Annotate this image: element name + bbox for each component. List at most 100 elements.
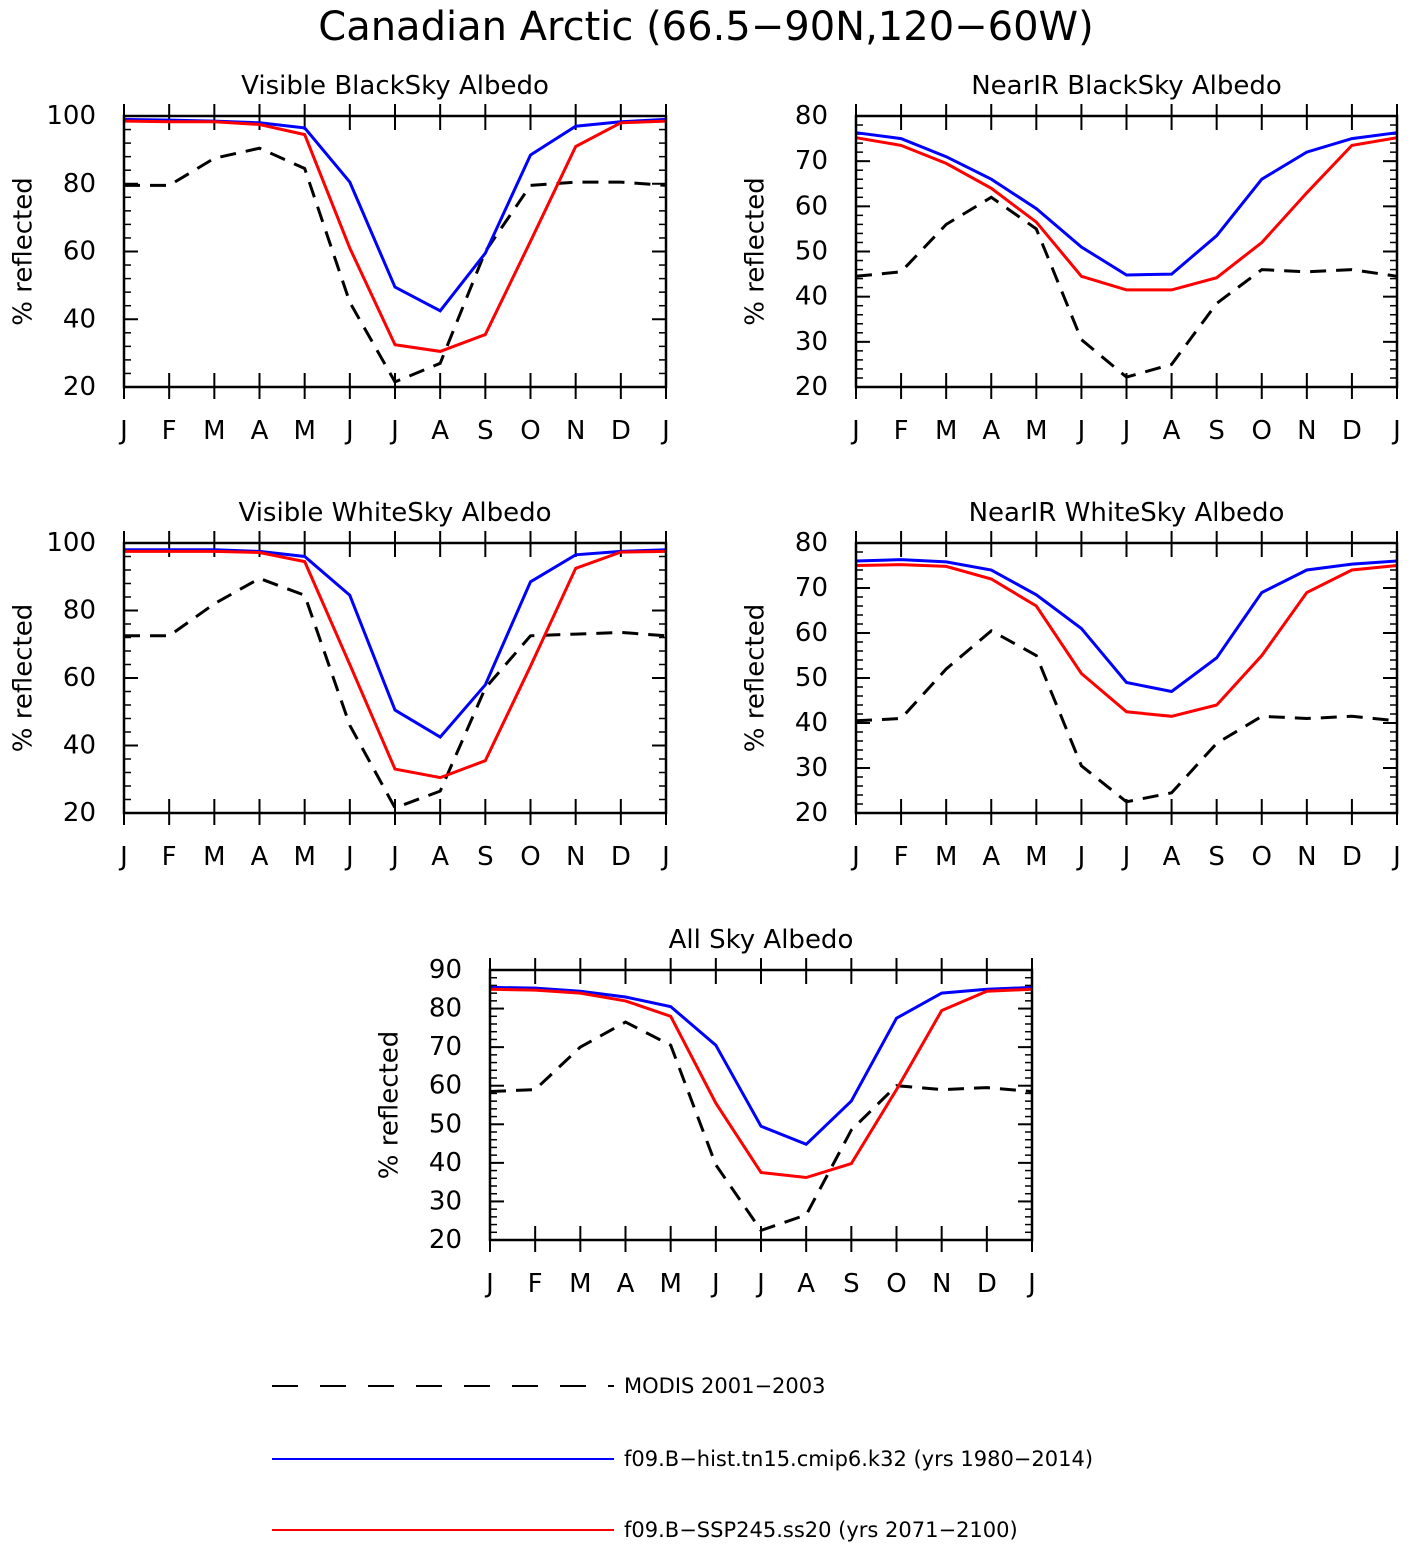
x-tick-label: A <box>982 416 1000 446</box>
x-tick-label: F <box>162 416 177 446</box>
series-line-modis <box>855 628 1398 804</box>
y-tick-label: 60 <box>63 237 96 267</box>
y-tick-label: 70 <box>429 1032 462 1062</box>
series-line-hist <box>855 131 1398 277</box>
x-tick-label: J <box>660 842 670 872</box>
x-tick-label: M <box>1025 842 1047 872</box>
x-tick-label: D <box>611 416 631 446</box>
y-tick-label: 30 <box>795 327 828 357</box>
x-tick-label: S <box>1208 416 1225 446</box>
y-tick-label: 20 <box>795 372 828 402</box>
y-axis-label: % reflected <box>741 604 771 752</box>
y-axis-label: % reflected <box>9 177 39 325</box>
x-tick-label: O <box>520 416 540 446</box>
plot-frame <box>122 541 668 815</box>
y-tick-label: 40 <box>63 304 96 334</box>
y-tick-label: 40 <box>63 731 96 761</box>
x-tick-label: S <box>1208 842 1225 872</box>
y-axis-label: % reflected <box>9 604 39 752</box>
x-tick-label: F <box>894 842 909 872</box>
x-tick-label: J <box>660 416 670 446</box>
y-tick-label: 100 <box>46 101 96 131</box>
plot-frame <box>854 541 1399 815</box>
chart-panels: Visible BlackSky Albedo % reflected 20 40 60… <box>9 71 1401 1299</box>
x-tick-label: M <box>935 416 957 446</box>
series-line-modis <box>489 1020 1033 1233</box>
x-tick-label: J <box>710 1269 720 1299</box>
chart-panel: Visible WhiteSky Albedo % reflected 20 40 60… <box>9 498 670 872</box>
x-tick-label: O <box>1252 842 1272 872</box>
series-line-ssp <box>855 563 1398 718</box>
x-tick-label: O <box>1252 416 1272 446</box>
x-tick-label: A <box>982 842 1000 872</box>
x-tick-label: F <box>162 842 177 872</box>
plot-frame <box>488 968 1034 1242</box>
panel-title: NearIR WhiteSky Albedo <box>969 498 1285 528</box>
panel-title: Visible WhiteSky Albedo <box>238 498 551 528</box>
x-tick-label: F <box>894 416 909 446</box>
y-tick-label: 50 <box>795 237 828 267</box>
x-tick-label: J <box>850 416 860 446</box>
y-tick-label: 60 <box>63 663 96 693</box>
y-tick-label: 80 <box>795 528 828 558</box>
y-axis-label: % reflected <box>375 1031 405 1179</box>
x-tick-label: N <box>1297 416 1316 446</box>
x-tick-label: J <box>1076 842 1086 872</box>
series-line-modis <box>124 146 667 384</box>
x-tick-label: S <box>477 842 494 872</box>
chart-panel: NearIR BlackSky Albedo % reflected 20 30 40 5… <box>741 71 1401 446</box>
series-line-ssp <box>124 549 667 780</box>
y-tick-label: 20 <box>63 372 96 402</box>
x-tick-label: D <box>611 842 631 872</box>
series-line-modis <box>855 195 1398 379</box>
y-tick-label: 80 <box>63 169 96 199</box>
x-tick-label: N <box>1297 842 1316 872</box>
x-tick-label: M <box>293 416 315 446</box>
y-tick-label: 80 <box>429 994 462 1024</box>
y-tick-label: 90 <box>429 955 462 985</box>
y-tick-label: 30 <box>795 753 828 783</box>
x-tick-label: N <box>932 1269 951 1299</box>
legend: MODIS 2001−2003 f09.B−hist.tn15.cmip6.k32… <box>272 1374 1093 1542</box>
x-tick-label: J <box>484 1269 494 1299</box>
x-tick-label: D <box>1342 842 1362 872</box>
chart-panel: NearIR WhiteSky Albedo % reflected 20 30 40 5… <box>741 498 1401 872</box>
y-tick-label: 30 <box>429 1186 462 1216</box>
x-tick-label: O <box>520 842 540 872</box>
x-tick-label: M <box>569 1269 591 1299</box>
panel-title: Visible BlackSky Albedo <box>241 71 549 101</box>
x-tick-label: J <box>1121 416 1131 446</box>
plot-frame <box>854 114 1399 389</box>
figure-title: Canadian Arctic (66.5−90N,120−60W) <box>318 4 1093 50</box>
x-tick-label: J <box>1026 1269 1036 1299</box>
y-axis-label: % reflected <box>741 177 771 325</box>
x-tick-label: A <box>1163 842 1181 872</box>
y-tick-label: 20 <box>63 798 96 828</box>
y-tick-label: 60 <box>795 618 828 648</box>
x-tick-label: M <box>1025 416 1047 446</box>
legend-label: f09.B−SSP245.ss20 (yrs 2071−2100) <box>624 1518 1018 1542</box>
y-tick-label: 50 <box>429 1109 462 1139</box>
series-line-hist <box>123 117 667 313</box>
x-tick-label: J <box>755 1269 765 1299</box>
y-tick-label: 20 <box>795 798 828 828</box>
x-tick-label: J <box>1121 842 1131 872</box>
y-tick-label: 40 <box>429 1148 462 1178</box>
y-tick-label: 80 <box>795 101 828 131</box>
series-line-ssp <box>123 119 667 353</box>
series-line-hist <box>855 558 1398 694</box>
x-tick-label: J <box>344 416 354 446</box>
y-tick-label: 80 <box>63 596 96 626</box>
series-line-ssp <box>855 136 1398 292</box>
series-line-ssp <box>489 987 1033 1180</box>
x-tick-label: M <box>203 842 225 872</box>
y-tick-label: 50 <box>795 663 828 693</box>
y-tick-label: 60 <box>795 191 828 221</box>
y-tick-label: 60 <box>429 1071 462 1101</box>
x-tick-label: D <box>1342 416 1362 446</box>
chart-panel: Visible BlackSky Albedo % reflected 20 40 60… <box>9 71 670 446</box>
x-tick-label: M <box>203 416 225 446</box>
x-tick-label: J <box>389 842 399 872</box>
plot-frame <box>122 114 668 389</box>
x-tick-label: J <box>1391 842 1401 872</box>
